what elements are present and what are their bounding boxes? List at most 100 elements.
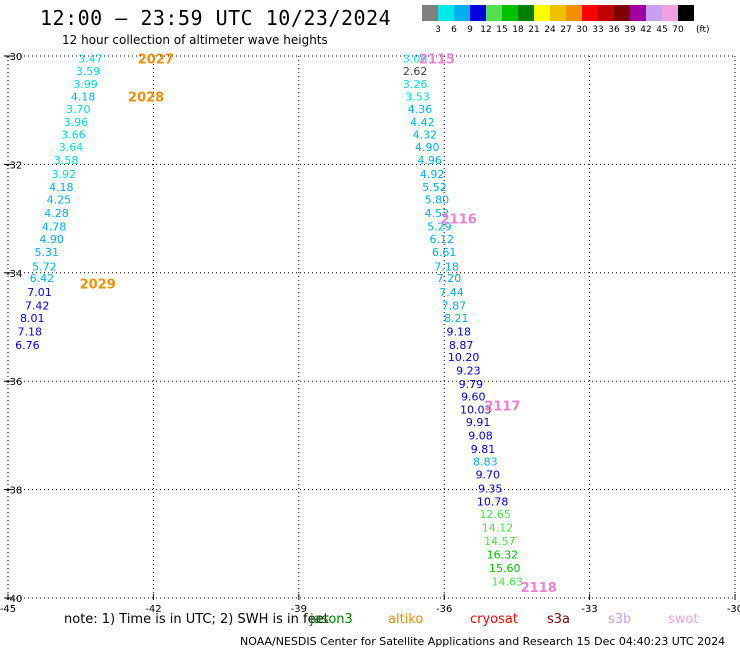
wave-height-label: 3.59 [76, 65, 101, 78]
wave-height-label: 8.87 [449, 339, 474, 352]
wave-height-label: 7.18 [434, 260, 459, 273]
legend-item-altiko: altiko [388, 612, 424, 627]
pass-time-label: 2117 [484, 400, 520, 415]
pass-time-label: 2029 [80, 278, 116, 293]
legend-item-swot: swot [668, 612, 699, 627]
map-point-labels: 3.473.593.994.183.703.963.663.643.583.92… [15, 53, 557, 596]
colorbar-swatch [502, 5, 518, 21]
credit-line: NOAA/NESDIS Center for Satellite Applica… [240, 635, 726, 648]
wave-height-label: 6.61 [432, 246, 457, 259]
colorbar-label: 70 [672, 25, 684, 35]
wave-height-label: 7.01 [27, 286, 52, 299]
wave-height-label: 3.92 [51, 168, 76, 181]
wave-height-label: 8.21 [444, 312, 469, 325]
colorbar-swatch [486, 5, 502, 21]
wave-height-label: 3.70 [66, 103, 91, 116]
lon-tick-label: -39 [291, 604, 307, 615]
legend-item-s3b: s3b [608, 612, 632, 627]
colorbar-swatch [470, 5, 486, 21]
wave-height-label: 4.90 [39, 233, 64, 246]
colorbar-label: 24 [544, 25, 556, 35]
wave-height-label: 7.42 [25, 299, 50, 312]
wave-height-label: 6.42 [30, 272, 55, 285]
lat-tick-label: -34 [6, 269, 22, 280]
wave-height-label: 4.18 [71, 91, 96, 104]
wave-height-label: 14.57 [484, 535, 516, 548]
colorbar-unit: (ft) [696, 25, 710, 35]
lat-tick-label: -36 [6, 377, 22, 388]
wave-height-label: 9.35 [478, 483, 503, 496]
colorbar-swatch [518, 5, 534, 21]
wave-height-label: 5.31 [35, 246, 60, 259]
lat-tick-label: -40 [6, 594, 22, 605]
colorbar-label: 27 [560, 25, 572, 35]
colorbar-label: 15 [496, 25, 508, 35]
colorbar-swatch [614, 5, 630, 21]
colorbar-swatch [534, 5, 550, 21]
wave-height-label: 7.20 [437, 272, 462, 285]
wave-height-label: 4.42 [410, 116, 435, 129]
colorbar-swatch [438, 5, 454, 21]
colorbar-label: 36 [608, 25, 620, 35]
wave-height-label: 4.32 [413, 129, 438, 142]
colorbar-label: 18 [512, 25, 524, 35]
colorbar-swatch [582, 5, 598, 21]
wave-height-label: 10.20 [448, 351, 480, 364]
wave-height-label: 4.25 [47, 194, 72, 207]
colorbar-swatch [678, 5, 694, 21]
map-subtitle: 12 hour collection of altimeter wave hei… [62, 33, 328, 47]
colorbar-swatch [662, 5, 678, 21]
wave-height-label: 8.83 [473, 455, 498, 468]
wave-height-label: 4.92 [420, 168, 445, 181]
map-grid [7, 55, 736, 599]
lat-tick-label: -30 [6, 52, 22, 63]
pass-time-label: 2118 [521, 581, 557, 596]
wave-height-label: 5.72 [32, 260, 57, 273]
colorbar-label: 9 [467, 25, 473, 35]
colorbar-swatch [454, 5, 470, 21]
wave-height-label: 5.80 [425, 194, 450, 207]
wave-height-label: 9.81 [471, 443, 496, 456]
wave-height-label: 4.36 [408, 103, 433, 116]
wave-height-label: 2.62 [403, 65, 428, 78]
wave-height-label: 9.08 [468, 429, 493, 442]
wave-height-label: 3.47 [78, 53, 103, 66]
wave-height-label: 7.44 [439, 286, 464, 299]
wave-height-label: 10.03 [460, 403, 492, 416]
pass-time-label: 2028 [128, 91, 164, 106]
wave-height-label: 4.96 [417, 154, 442, 167]
colorbar-swatch [422, 5, 438, 21]
map-axes: -45 -42 -39 -36 -33 -30 -30 -32 -34 -36 -38 -40 [0, 52, 740, 615]
lat-tick-label: -38 [6, 486, 22, 497]
wave-height-label: 9.70 [476, 468, 501, 481]
wave-height-label: 6.76 [15, 339, 40, 352]
colorbar-swatch [550, 5, 566, 21]
colorbar-swatch [646, 5, 662, 21]
legend-item-cryosat: cryosat [470, 612, 518, 627]
wave-height-label: 3.99 [73, 78, 98, 91]
colorbar-label: 3 [435, 25, 441, 35]
wave-height-label: 3.96 [64, 116, 89, 129]
wave-height-label: 16.32 [487, 549, 519, 562]
wave-height-label: 5.29 [427, 221, 452, 234]
wave-height-label: 5.52 [422, 181, 447, 194]
lon-tick-label: -30 [727, 604, 740, 615]
wave-height-label: 6.12 [430, 233, 455, 246]
legend-item-jason3: jason3 [310, 612, 353, 627]
wave-height-label: 4.28 [44, 207, 69, 220]
lon-tick-label: -33 [581, 604, 597, 615]
colorbar-label: 39 [624, 25, 636, 35]
colorbar-label: 12 [480, 25, 492, 35]
pass-time-label: 2115 [419, 53, 455, 68]
colorbar-swatch [598, 5, 614, 21]
wave-height-label: 9.18 [446, 325, 471, 338]
colorbar-label: 33 [592, 25, 604, 35]
lon-tick-label: -45 [0, 604, 16, 615]
colorbar-label: 6 [451, 25, 457, 35]
wave-height-label: 15.60 [489, 562, 521, 575]
wave-height-label: 3.64 [59, 141, 84, 154]
wave-height-label: 3.58 [54, 154, 79, 167]
wave-height-label: 3.66 [61, 129, 86, 142]
colorbar-swatch [630, 5, 646, 21]
